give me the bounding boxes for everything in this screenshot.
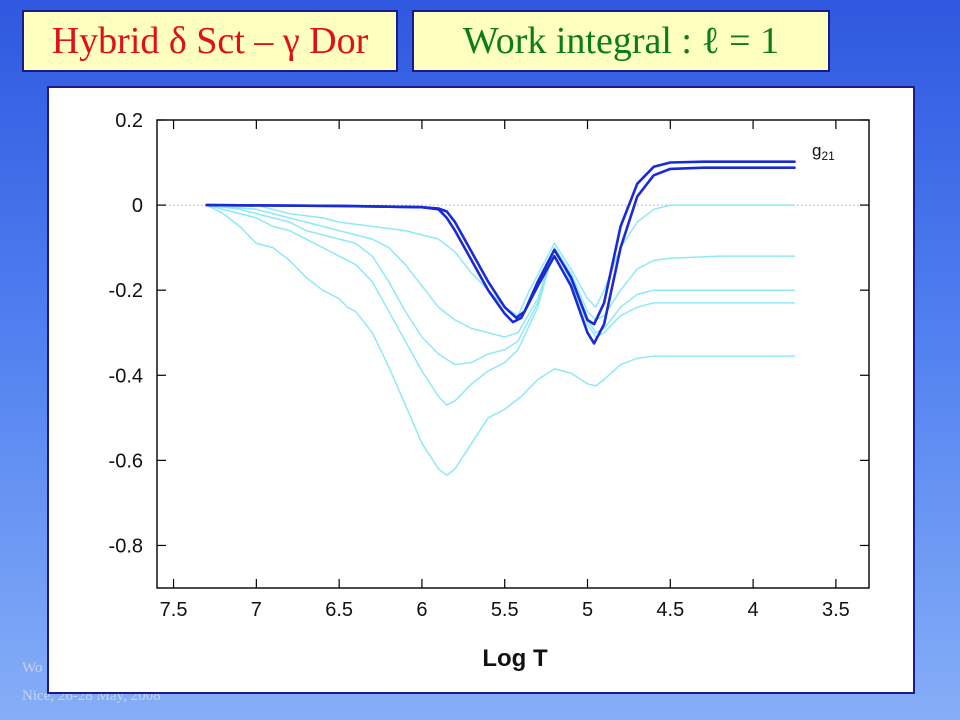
annotation-subscript: 21: [821, 149, 835, 163]
x-tick-label-6: 5: [582, 599, 593, 621]
x-tick-label-8: 4: [748, 599, 759, 621]
x-tick-label-7: 4.5: [656, 599, 684, 621]
work-integral-chart: 7.5 7 6.5 6 5.5 5 4.5 4 3.50.20-0.2-0.4-0.6-0.8 …: [109, 110, 870, 672]
chart-panel: 7.5 7 6.5 6 5.5 5 4.5 4 3.5 0.2 0 -0.2 -0.4 -0.6 -0.8 …: [47, 86, 915, 694]
series-line-2: [205, 204, 796, 338]
series-annotation: g21: [812, 141, 835, 163]
y-tick-label-3: -0.2: [109, 280, 143, 302]
x-tick-label-1: 7.5: [160, 599, 188, 621]
annotation-base: g: [812, 141, 821, 160]
title-left: Hybrid δ Sct – γ Dor: [22, 10, 398, 72]
series-line-5: [205, 204, 796, 477]
x-tick-label-3: 6.5: [325, 599, 353, 621]
series-line-3: [205, 204, 796, 366]
series-line-6: [205, 160, 796, 326]
y-tick-label-1: 0.2: [115, 110, 143, 132]
x-tick-label-4: 6: [416, 599, 427, 621]
x-tick-label-2: 7: [251, 599, 262, 621]
x-axis-label: Log T: [482, 645, 548, 672]
y-tick-label-4: -0.4: [109, 365, 143, 387]
y-tick-label-2: 0: [132, 195, 143, 217]
y-tick-label-6: -0.8: [109, 535, 143, 557]
plot-frame: [156, 119, 870, 589]
series-line-4: [205, 204, 796, 406]
x-tick-label-9: 3.5: [822, 599, 850, 621]
y-tick-label-5: -0.6: [109, 450, 143, 472]
title-right: Work integral : ℓ = 1: [412, 10, 830, 72]
series-line-1: [205, 204, 796, 317]
series-line-7: [205, 166, 796, 345]
x-tick-label-5: 5.5: [491, 599, 519, 621]
footer-line1: Wo: [22, 660, 43, 676]
